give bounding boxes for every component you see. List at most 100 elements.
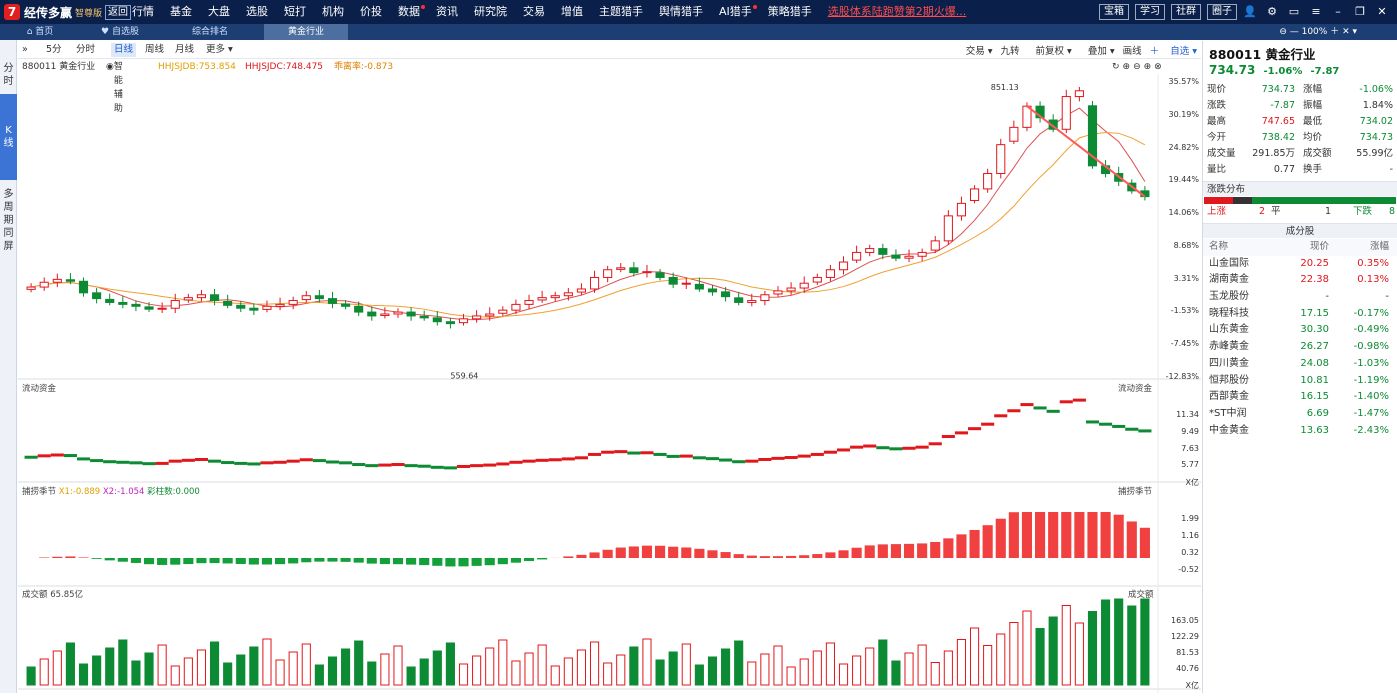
candle-body <box>538 298 546 300</box>
tab-bar: ⌂ 首页 ♥ 自选股 综合排名 黄金行业 ⊖ — 100% ＋ ✕ ▾ <box>0 24 1397 40</box>
candle-body <box>813 277 821 282</box>
volume-bar <box>774 646 782 685</box>
promo-link[interactable]: 选股体系陆跑赞第2期火爆... <box>828 0 967 24</box>
treasure-button[interactable]: 宝箱 <box>1099 4 1129 20</box>
volume-bar <box>957 640 965 686</box>
sidebar-item-intraday[interactable]: 分时 <box>0 40 17 94</box>
collapse-icon[interactable]: » <box>22 43 28 57</box>
menu-item[interactable]: 主题猎手 <box>599 0 643 24</box>
volume-bar <box>250 647 258 685</box>
restore-icon[interactable]: ❐ <box>1353 5 1367 19</box>
component-col: 现价 <box>1277 239 1329 256</box>
nine-turn-button[interactable]: 九转 <box>1001 43 1020 57</box>
trade-button[interactable]: 交易 ▾ <box>958 43 993 57</box>
candle-body <box>879 249 887 255</box>
adjust-button[interactable]: 前复权 ▾ <box>1028 43 1072 57</box>
high-label: 851.13 <box>991 83 1019 92</box>
volume-bar <box>302 644 310 685</box>
minimize-icon[interactable]: – <box>1331 5 1345 19</box>
zoom-control[interactable]: ⊖ — 100% ＋ ✕ ▾ <box>1279 24 1357 40</box>
volume-title-right: 成交额 <box>1128 590 1154 601</box>
switch-button[interactable]: 返回 <box>105 5 131 20</box>
volume-bar <box>761 654 769 685</box>
macd-bar <box>576 555 586 558</box>
menu-item[interactable]: 研究院 <box>474 0 507 24</box>
candle-body <box>486 314 494 316</box>
menu-item[interactable]: 增值 <box>561 0 583 24</box>
period-5min[interactable]: 5分 <box>46 43 62 57</box>
overlay-button[interactable]: 叠加 ▾ <box>1080 43 1115 57</box>
menu-item[interactable]: 基金 <box>170 0 192 24</box>
dist-counts: 上涨 2 平 1 下跌 8 <box>1203 205 1397 219</box>
axis-label: 30.19% <box>1168 110 1199 119</box>
axis-label: 5.77 <box>1181 460 1199 469</box>
tab-watchlist[interactable]: ♥ 自选股 <box>80 24 160 40</box>
menu-item[interactable]: 行情 <box>132 0 154 24</box>
menu-item[interactable]: 短打 <box>284 0 306 24</box>
macd-bar <box>209 558 219 563</box>
menu-item[interactable]: 选股 <box>246 0 268 24</box>
period-more[interactable]: 更多 ▾ <box>206 43 233 57</box>
volume-bar <box>420 659 428 685</box>
user-icon[interactable]: 👤 <box>1243 5 1257 19</box>
candle-body <box>302 296 310 300</box>
candle-body <box>735 298 743 303</box>
menu-item[interactable]: 资讯 <box>436 0 458 24</box>
macd-bar <box>157 558 167 565</box>
component-row[interactable]: 玉龙股份-- <box>1203 289 1397 306</box>
component-cell: 赤峰黄金 <box>1203 339 1277 356</box>
period-intraday[interactable]: 分时 <box>76 43 95 57</box>
menu-item[interactable]: 交易 <box>523 0 545 24</box>
volume-title-text: 成交额 <box>22 590 48 600</box>
close-icon[interactable]: ✕ <box>1375 5 1389 19</box>
menu-item[interactable]: 策略猎手 <box>768 0 812 24</box>
community-button[interactable]: 社群 <box>1171 4 1201 20</box>
smart-assist-toggle[interactable]: ◉ 智能辅助 <box>106 60 114 74</box>
axis-label: 24.82% <box>1168 143 1199 152</box>
sidebar-item-multi-period[interactable]: 多周期同屏 <box>0 180 17 261</box>
macd-x2: X2:-1.054 <box>103 487 145 497</box>
gear-icon[interactable]: ⚙ <box>1265 5 1279 19</box>
menu-item[interactable]: AI猎手 <box>719 0 752 24</box>
period-monthly[interactable]: 月线 <box>175 43 194 57</box>
menu-icon[interactable]: ≡ <box>1309 5 1323 19</box>
menu-item[interactable]: 价投 <box>360 0 382 24</box>
volume-bar <box>446 643 454 685</box>
menu-item[interactable]: 舆情猎手 <box>659 0 703 24</box>
chart-controls[interactable]: ↻⊕⊖⊕⊗ <box>1112 60 1165 74</box>
quote-cell: 291.85万 <box>1243 146 1299 162</box>
tab-home[interactable]: ⌂ 首页 <box>0 24 80 40</box>
learn-button[interactable]: 学习 <box>1135 4 1165 20</box>
up-label: 上涨 <box>1207 205 1226 219</box>
volume-bar <box>171 666 179 685</box>
axis-label: 0.32 <box>1181 548 1199 557</box>
tab-gold-industry[interactable]: 黄金行业 <box>264 24 348 40</box>
sidebar-item-kline[interactable]: K线 <box>0 94 17 180</box>
app-logo: 7 经传多赢 智尊版 返回 <box>4 3 131 21</box>
period-weekly[interactable]: 周线 <box>145 43 164 57</box>
menu-item[interactable]: 大盘 <box>208 0 230 24</box>
window-icon[interactable]: ▭ <box>1287 5 1301 19</box>
menu-item[interactable]: 数据 <box>398 0 420 24</box>
circle-button[interactable]: 圈子 <box>1207 4 1237 20</box>
draw-button[interactable]: 画线 <box>1123 43 1142 57</box>
tab-ranking[interactable]: 综合排名 <box>160 24 260 40</box>
volume-bar <box>106 648 114 685</box>
menu-item[interactable]: 机构 <box>322 0 344 24</box>
axis-label: -12.83% <box>1166 372 1199 381</box>
add-watch-button[interactable]: ＋ 自选 ▾ <box>1150 43 1197 57</box>
period-daily[interactable]: 日线 <box>111 43 136 57</box>
quote-cell: 振幅 <box>1299 98 1339 114</box>
